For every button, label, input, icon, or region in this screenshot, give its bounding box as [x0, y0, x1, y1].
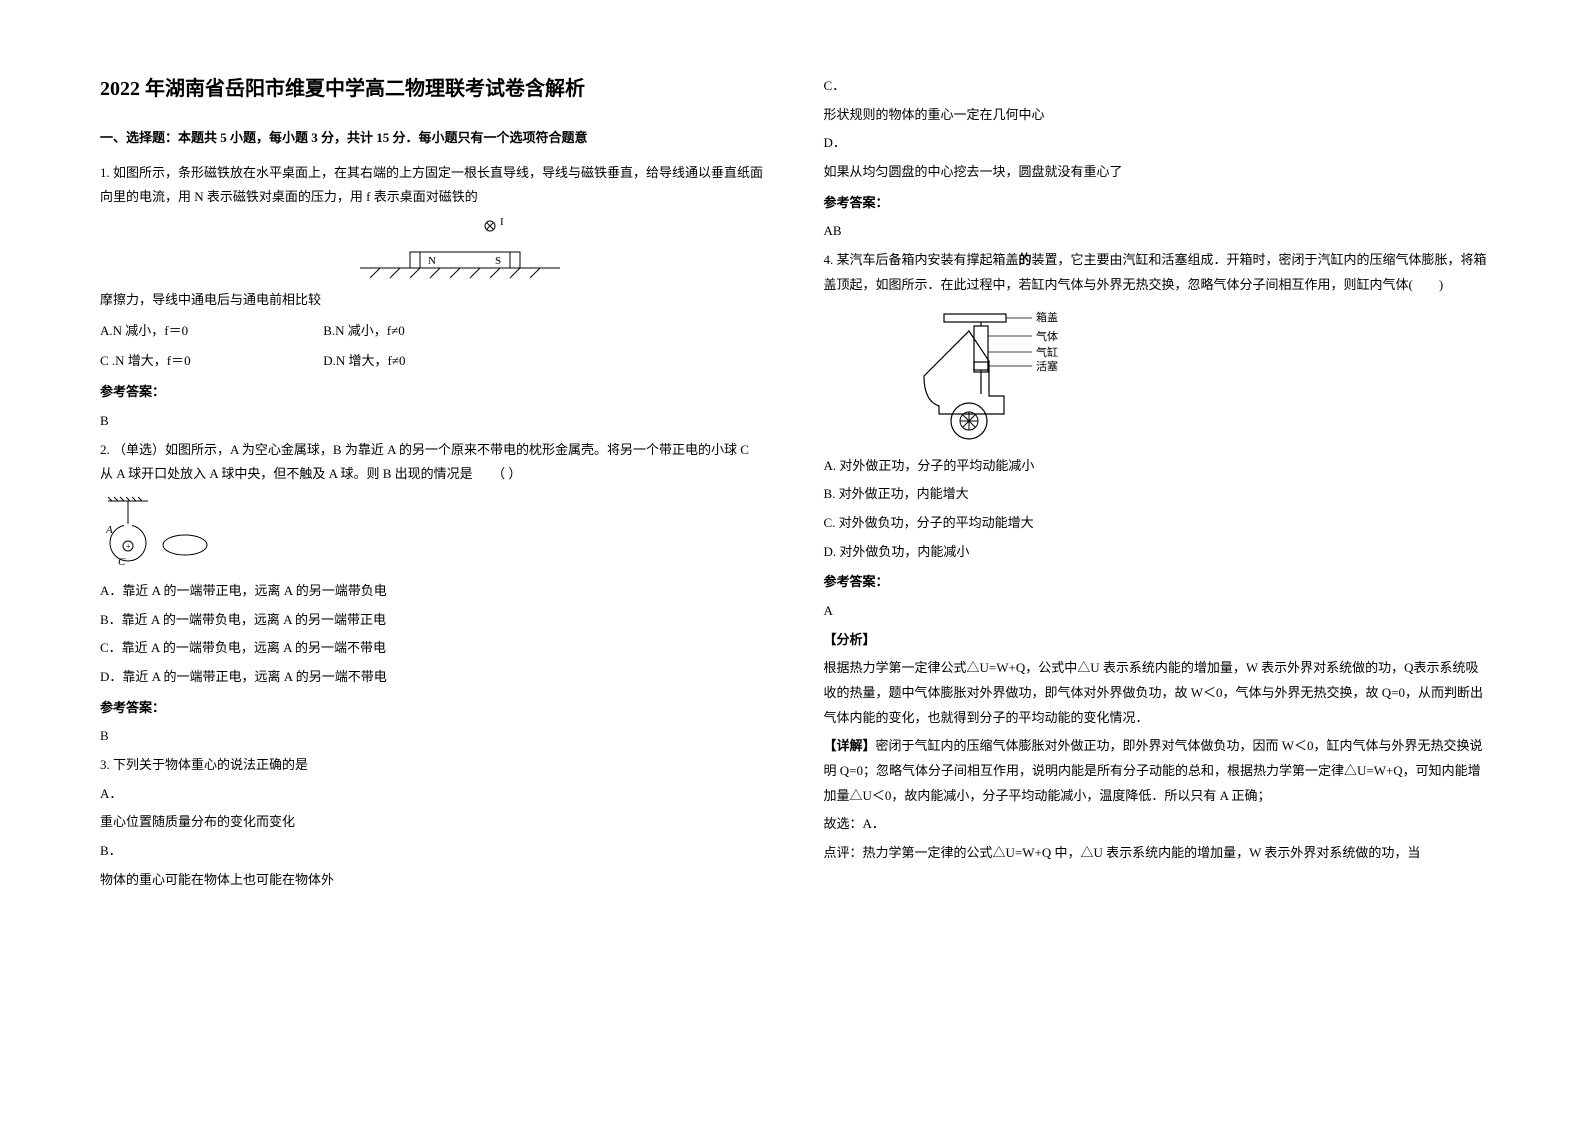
q2-opt-d: D．靠近 A 的一端带正电，远离 A 的另一端不带电	[100, 665, 764, 690]
label-lid: 箱盖	[1036, 310, 1058, 324]
q3-c-label: C．	[824, 74, 1488, 99]
svg-text:+: +	[126, 542, 131, 551]
q1-options-row2: C .N 增大，f＝0 D.N 增大，f≠0	[100, 349, 764, 374]
q2-opt-b: B．靠近 A 的一端带负电，远离 A 的另一端带正电	[100, 608, 764, 633]
q2-opt-c: C．靠近 A 的一端带负电，远离 A 的另一端不带电	[100, 636, 764, 661]
q1-opt-c: C .N 增大，f＝0	[100, 349, 320, 374]
q2-opt-a: A．靠近 A 的一端带正电，远离 A 的另一端带负电	[100, 579, 764, 604]
q1-tail: 摩擦力，导线中通电后与通电前相比较	[100, 288, 764, 313]
q3-b-label: B．	[100, 839, 764, 864]
q1-stem: 1. 如图所示，条形磁铁放在水平桌面上，在其右端的上方固定一根长直导线，导线与磁…	[100, 161, 764, 210]
q4-opt-c: C. 对外做负功，分子的平均动能增大	[824, 511, 1488, 536]
q4-opt-a: A. 对外做正功，分子的平均动能减小	[824, 454, 1488, 479]
q3-opt-c: 形状规则的物体的重心一定在几何中心	[824, 103, 1488, 128]
q2-stem: 2. （单选）如图所示，A 为空心金属球，B 为靠近 A 的另一个原来不带电的枕…	[100, 438, 764, 487]
q4-detail: 密闭于气缸内的压缩气体膨胀对外做正功，即外界对气体做负功，因而 W＜0，缸内气体…	[824, 738, 1483, 802]
q3-opt-d: 如果从均匀圆盘的中心挖去一块，圆盘就没有重心了	[824, 160, 1488, 185]
label-N: N	[428, 255, 436, 267]
svg-text:A: A	[105, 524, 113, 536]
q3-stem: 3. 下列关于物体重心的说法正确的是	[100, 753, 764, 778]
q4-de: 的	[1019, 252, 1032, 267]
q1-opt-b: B.N 减小，f≠0	[323, 323, 405, 338]
q4-so: 故选：A．	[824, 812, 1488, 837]
q4-answer-label: 参考答案：	[824, 570, 1488, 595]
q4-detail-label: 【详解】	[824, 738, 876, 753]
q4-stem-part1: 4. 某汽车后备箱内安装有撑起箱盖	[824, 252, 1019, 267]
q4-note: 点评：热力学第一定律的公式△U=W+Q 中，△U 表示系统内能的增加量，W 表示…	[824, 841, 1488, 866]
q4-analysis: 根据热力学第一定律公式△U=W+Q，公式中△U 表示系统内能的增加量，W 表示外…	[824, 656, 1488, 730]
label-piston: 活塞	[1036, 359, 1058, 373]
page: 2022 年湖南省岳阳市维夏中学高二物理联考试卷含解析 一、选择题：本题共 5 …	[0, 0, 1587, 936]
exam-title: 2022 年湖南省岳阳市维夏中学高二物理联考试卷含解析	[100, 70, 764, 108]
q1-figure: I N S	[320, 214, 580, 284]
q3-answer-label: 参考答案：	[824, 191, 1488, 216]
q1-options-row1: A.N 减小，f＝0 B.N 减小，f≠0	[100, 319, 764, 344]
left-column: 2022 年湖南省岳阳市维夏中学高二物理联考试卷含解析 一、选择题：本题共 5 …	[100, 70, 764, 896]
q4-stem: 4. 某汽车后备箱内安装有撑起箱盖的装置，它主要由汽缸和活塞组成．开箱时，密闭于…	[824, 248, 1488, 297]
q4-detail-block: 【详解】密闭于气缸内的压缩气体膨胀对外做正功，即外界对气体做负功，因而 W＜0，…	[824, 734, 1488, 808]
q2-figure: + A C	[100, 493, 220, 573]
q1-opt-d: D.N 增大，f≠0	[323, 353, 405, 368]
label-cyl: 气缸	[1036, 345, 1058, 359]
q4-figure: 箱盖 气体 气缸 活塞	[914, 306, 1104, 446]
q4-answer: A	[824, 599, 1488, 624]
label-I: I	[500, 216, 504, 228]
label-gas: 气体	[1036, 329, 1058, 343]
q1-opt-a: A.N 减小，f＝0	[100, 319, 320, 344]
q3-answer: AB	[824, 219, 1488, 244]
q1-answer: B	[100, 409, 764, 434]
q3-opt-a: 重心位置随质量分布的变化而变化	[100, 810, 764, 835]
q3-d-label: D．	[824, 131, 1488, 156]
q2-answer: B	[100, 724, 764, 749]
q2-answer-label: 参考答案：	[100, 696, 764, 721]
q4-analysis-label: 【分析】	[824, 628, 1488, 653]
label-S: S	[495, 255, 501, 267]
q4-opt-b: B. 对外做正功，内能增大	[824, 482, 1488, 507]
q1-answer-label: 参考答案：	[100, 380, 764, 405]
q4-opt-d: D. 对外做负功，内能减小	[824, 540, 1488, 565]
q3-opt-b: 物体的重心可能在物体上也可能在物体外	[100, 868, 764, 893]
svg-text:C: C	[118, 556, 126, 568]
section-1-header: 一、选择题：本题共 5 小题，每小题 3 分，共计 15 分．每小题只有一个选项…	[100, 126, 764, 151]
right-column: C． 形状规则的物体的重心一定在几何中心 D． 如果从均匀圆盘的中心挖去一块，圆…	[824, 70, 1488, 896]
q3-a-label: A．	[100, 782, 764, 807]
